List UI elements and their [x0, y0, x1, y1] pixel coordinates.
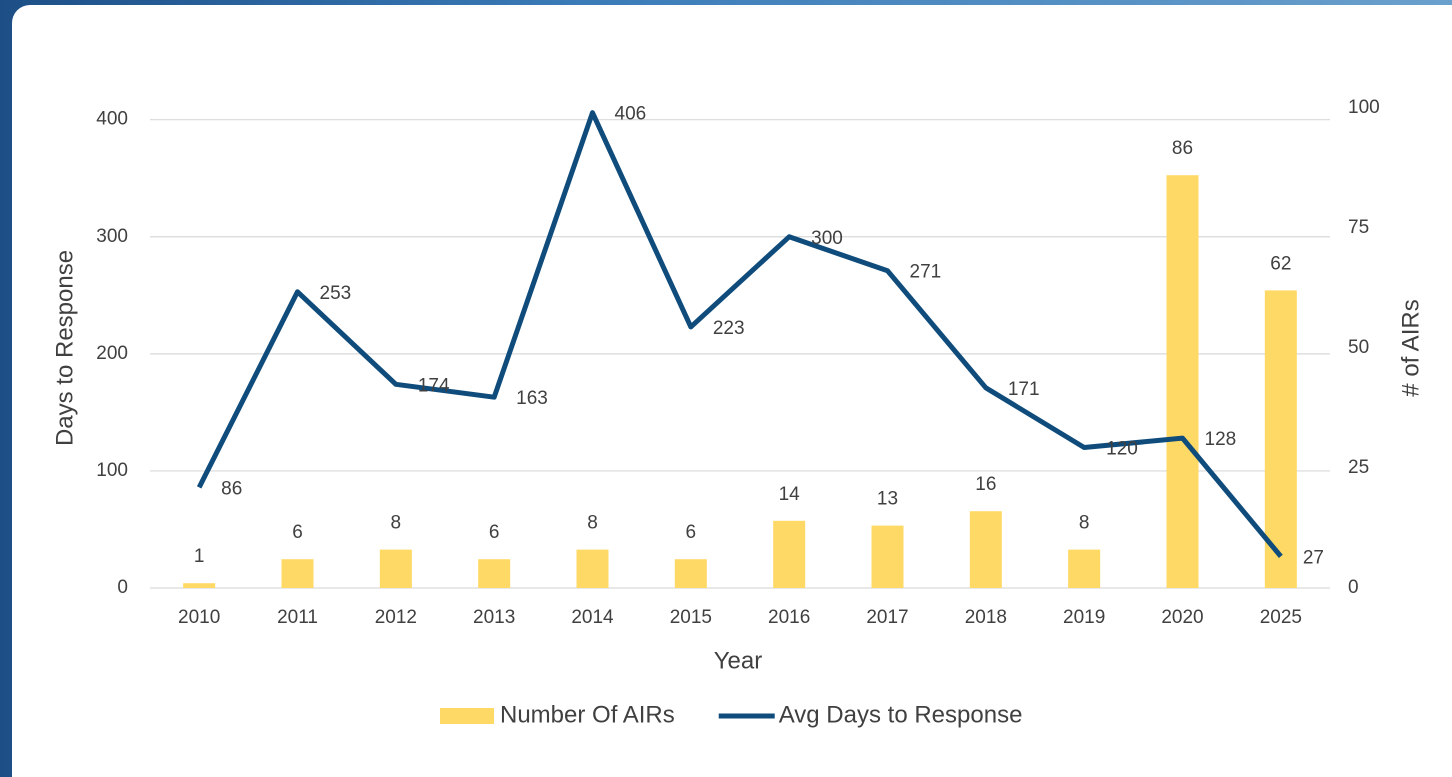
- x-tick-label: 2017: [866, 607, 908, 628]
- x-tick-label: 2016: [768, 607, 810, 628]
- y2-tick-label: 100: [1348, 97, 1380, 118]
- bar: [380, 550, 412, 588]
- legend-label: Number Of AIRs: [500, 701, 675, 728]
- page: Days to Response # of AIRs Year 0 100 200 3…: [0, 0, 1452, 777]
- line-value-label: 171: [1008, 379, 1040, 400]
- y2-tick-label: 25: [1348, 457, 1369, 478]
- bar: [577, 550, 609, 588]
- legend-label: Avg Days to Response: [779, 701, 1023, 728]
- y-tick-label: 200: [96, 343, 128, 364]
- bar: [675, 559, 707, 588]
- y2-tick-label: 75: [1348, 217, 1369, 238]
- line-value-label: 271: [910, 262, 942, 283]
- y-tick-label: 400: [96, 109, 128, 130]
- x-axis-title: Year: [714, 647, 763, 674]
- y-tick-label: 100: [96, 460, 128, 481]
- x-tick-label: 2015: [670, 607, 712, 628]
- line-value-label: 300: [811, 228, 843, 249]
- bar: [1167, 175, 1199, 588]
- bar: [970, 511, 1002, 588]
- bar-value-label: 13: [877, 489, 898, 510]
- bar: [183, 583, 215, 588]
- y-axis-title: Days to Response: [51, 250, 78, 446]
- bar: [773, 521, 805, 588]
- x-tick-label: 2011: [277, 607, 318, 628]
- bar: [282, 559, 314, 588]
- x-tick-label: 2019: [1063, 607, 1105, 628]
- line-value-label: 253: [320, 283, 352, 304]
- bar: [1068, 550, 1100, 588]
- legend-swatch: [440, 708, 494, 724]
- bar-value-label: 6: [489, 522, 500, 543]
- x-tick-label: 2010: [178, 607, 220, 628]
- bar-value-label: 16: [975, 474, 996, 495]
- bar-value-label: 86: [1172, 138, 1193, 159]
- bar-value-label: 8: [1079, 513, 1090, 534]
- line-value-label: 174: [418, 375, 450, 396]
- line-value-label: 27: [1303, 547, 1324, 568]
- y-tick-label: 300: [96, 226, 128, 247]
- x-tick-label: 2013: [473, 607, 515, 628]
- bar-value-label: 1: [194, 546, 205, 567]
- x-tick-label: 2012: [375, 607, 417, 628]
- y2-tick-label: 0: [1348, 577, 1359, 598]
- x-tick-label: 2014: [571, 607, 614, 628]
- bar: [872, 526, 904, 588]
- line-value-label: 120: [1106, 439, 1138, 460]
- bar-value-label: 8: [587, 513, 598, 534]
- bar: [478, 559, 510, 588]
- line-value-label: 406: [615, 104, 647, 125]
- line-value-label: 163: [516, 388, 548, 409]
- line-value-label: 223: [713, 318, 745, 339]
- bar-value-label: 62: [1270, 253, 1291, 274]
- line-value-label: 86: [221, 478, 242, 499]
- line-value-label: 128: [1205, 429, 1237, 450]
- bar-value-label: 14: [779, 484, 801, 505]
- y2-tick-label: 50: [1348, 337, 1369, 358]
- bar-value-label: 8: [391, 513, 402, 534]
- y-tick-label: 0: [117, 577, 128, 598]
- x-tick-label: 2020: [1161, 607, 1203, 628]
- bar-value-label: 6: [686, 522, 697, 543]
- x-tick-label: 2018: [965, 607, 1007, 628]
- chart: Days to Response # of AIRs Year 0 100 200 3…: [0, 0, 1452, 777]
- y2-axis-title: # of AIRs: [1397, 299, 1424, 396]
- x-tick-label: 2025: [1260, 607, 1302, 628]
- bar-value-label: 6: [292, 522, 303, 543]
